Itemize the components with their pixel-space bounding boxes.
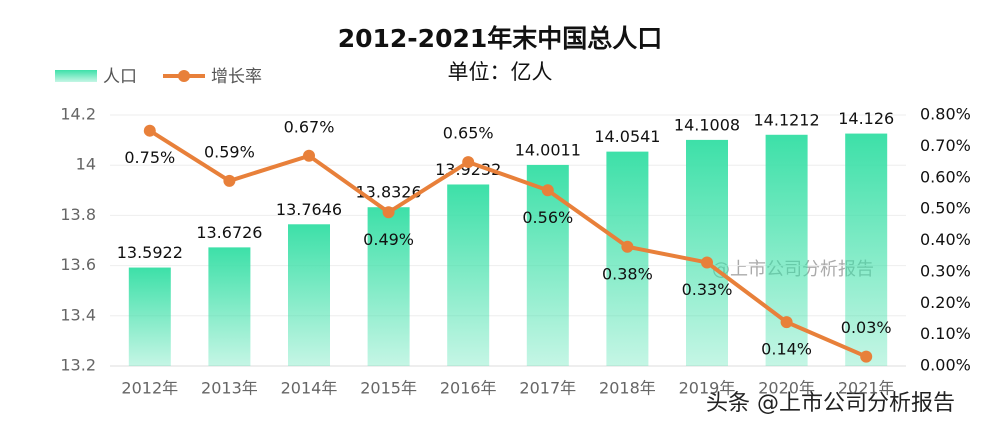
y2-tick-label: 0.20% bbox=[920, 293, 971, 312]
y2-tick-label: 0.50% bbox=[920, 199, 971, 218]
legend-swatch bbox=[178, 70, 190, 82]
y2-tick-label: 0.40% bbox=[920, 230, 971, 249]
bar bbox=[367, 207, 410, 366]
legend-label: 增长率 bbox=[211, 67, 262, 87]
line-point bbox=[621, 240, 634, 253]
line-point bbox=[143, 124, 156, 137]
line-value-label: 0.33% bbox=[682, 280, 733, 299]
bar bbox=[128, 267, 171, 366]
line-value-label: 0.65% bbox=[443, 124, 494, 143]
y-tick-label: 13.8 bbox=[60, 205, 96, 224]
y-tick-label: 14.2 bbox=[60, 105, 96, 124]
watermark: 头条 @上市公司分析报告 bbox=[706, 391, 955, 416]
legend-swatch bbox=[55, 70, 97, 82]
y-tick-label: 13.4 bbox=[60, 305, 96, 324]
line-value-label: 0.38% bbox=[602, 264, 653, 283]
line-value-label: 0.67% bbox=[284, 117, 335, 136]
line-point bbox=[541, 184, 554, 197]
bar-value-label: 14.1008 bbox=[674, 115, 740, 134]
x-tick-label: 2012年 bbox=[121, 379, 178, 398]
bar-value-label: 13.8326 bbox=[356, 183, 422, 202]
line bbox=[148, 128, 867, 359]
y2-tick-label: 0.80% bbox=[920, 105, 971, 124]
line-point bbox=[780, 316, 793, 329]
y-tick-label: 13.6 bbox=[60, 255, 96, 274]
x-tick-label: 2016年 bbox=[440, 379, 497, 398]
bar-value-label: 14.1212 bbox=[754, 110, 820, 129]
line-point bbox=[462, 156, 475, 169]
line-point bbox=[382, 206, 395, 219]
line-value-label: 0.14% bbox=[761, 340, 812, 359]
bar-value-label: 14.126 bbox=[838, 109, 894, 128]
y2-tick-label: 0.30% bbox=[920, 261, 971, 280]
x-tick-label: 2017年 bbox=[519, 379, 576, 398]
bar bbox=[208, 247, 251, 366]
line-value-label: 0.59% bbox=[204, 142, 255, 161]
line-point bbox=[860, 350, 873, 363]
bar-value-label: 14.0011 bbox=[515, 140, 581, 159]
bar bbox=[765, 134, 808, 366]
bar bbox=[686, 139, 728, 366]
y-tick-label: 14 bbox=[76, 155, 96, 174]
bar bbox=[288, 224, 330, 366]
line-point bbox=[701, 256, 713, 269]
line-point bbox=[303, 149, 315, 162]
x-tick-label: 2021年 bbox=[838, 379, 895, 398]
line-value-label: 0.75% bbox=[124, 148, 175, 167]
bar-value-label: 13.5922 bbox=[117, 243, 183, 262]
x-tick-label: 2018年 bbox=[599, 379, 656, 398]
line-value-label: 0.49% bbox=[363, 230, 414, 249]
y-tick-label: 13.2 bbox=[60, 356, 96, 375]
y2-tick-label: 0.70% bbox=[920, 136, 971, 155]
line-value-label: 0.03% bbox=[841, 318, 892, 337]
line-point bbox=[223, 174, 236, 187]
x-tick-label: 2013年 bbox=[201, 379, 258, 398]
x-tick-label: 2015年 bbox=[360, 379, 417, 398]
bar bbox=[447, 184, 490, 366]
bar bbox=[606, 151, 649, 366]
chart-title: 2012-2021年末中国总人口 bbox=[338, 24, 663, 53]
y2-tick-label: 0.60% bbox=[920, 167, 971, 186]
bar-value-label: 13.6726 bbox=[196, 223, 262, 242]
bar-value-label: 14.0541 bbox=[594, 127, 660, 146]
x-tick-label: 2019年 bbox=[679, 379, 736, 398]
bar-value-label: 13.7646 bbox=[276, 200, 342, 219]
bar bbox=[845, 133, 888, 366]
line-value-label: 0.56% bbox=[522, 208, 573, 227]
legend: 人口 增长率 bbox=[55, 67, 262, 87]
legend-label: 人口 bbox=[103, 67, 137, 87]
x-tick-label: 2020年 bbox=[758, 379, 815, 398]
x-tick-label: 2014年 bbox=[281, 379, 338, 398]
y2-tick-label: 0.10% bbox=[920, 324, 971, 343]
y2-tick-label: 0.00% bbox=[920, 356, 971, 375]
chart-subtitle: 单位：亿人 bbox=[448, 60, 553, 84]
